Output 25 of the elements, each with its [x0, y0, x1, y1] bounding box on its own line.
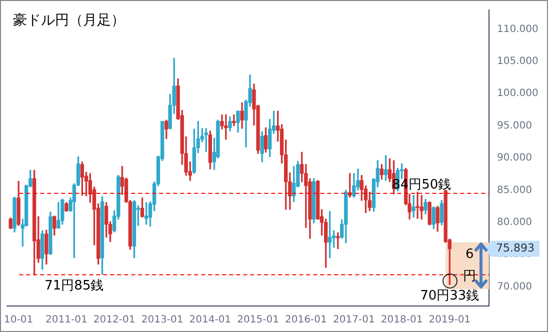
- annotation: 6円: [463, 247, 476, 284]
- annotation: 70円33銭: [420, 288, 480, 304]
- x-tick-label: 2016-01: [285, 314, 327, 326]
- x-tick-label: 2011-01: [46, 314, 88, 326]
- x-tick-label: 2013-01: [141, 314, 184, 326]
- text: 75.893: [496, 242, 534, 255]
- x-tick-label: 10-01: [4, 314, 34, 326]
- chart-title: 豪ドル円（月足）: [13, 12, 126, 29]
- y-tick-label: 85.000: [497, 184, 532, 196]
- annotation: 84円50銭: [392, 177, 452, 192]
- candlestick: [416, 192, 420, 219]
- y-tick-label: 105.000: [497, 56, 538, 68]
- y-tick-label: 95.000: [497, 120, 532, 132]
- x-tick-label: 2019-01: [428, 314, 471, 326]
- x-tick-label: 2015-01: [237, 314, 279, 326]
- x-tick-label: 2012-01: [93, 314, 136, 326]
- annotation: 71円85銭: [44, 278, 104, 294]
- x-tick-label: 2014-01: [189, 314, 232, 326]
- y-tick-label: 110.000: [497, 24, 538, 35]
- y-tick-label: 70.000: [497, 281, 532, 292]
- x-tick-label: 2018-01: [380, 314, 423, 326]
- y-tick-label: 90.000: [497, 152, 532, 164]
- y-tick-label: 80.000: [497, 216, 532, 228]
- y-tick-label: 100.000: [497, 88, 538, 100]
- x-tick-label: 2017-01: [333, 314, 375, 326]
